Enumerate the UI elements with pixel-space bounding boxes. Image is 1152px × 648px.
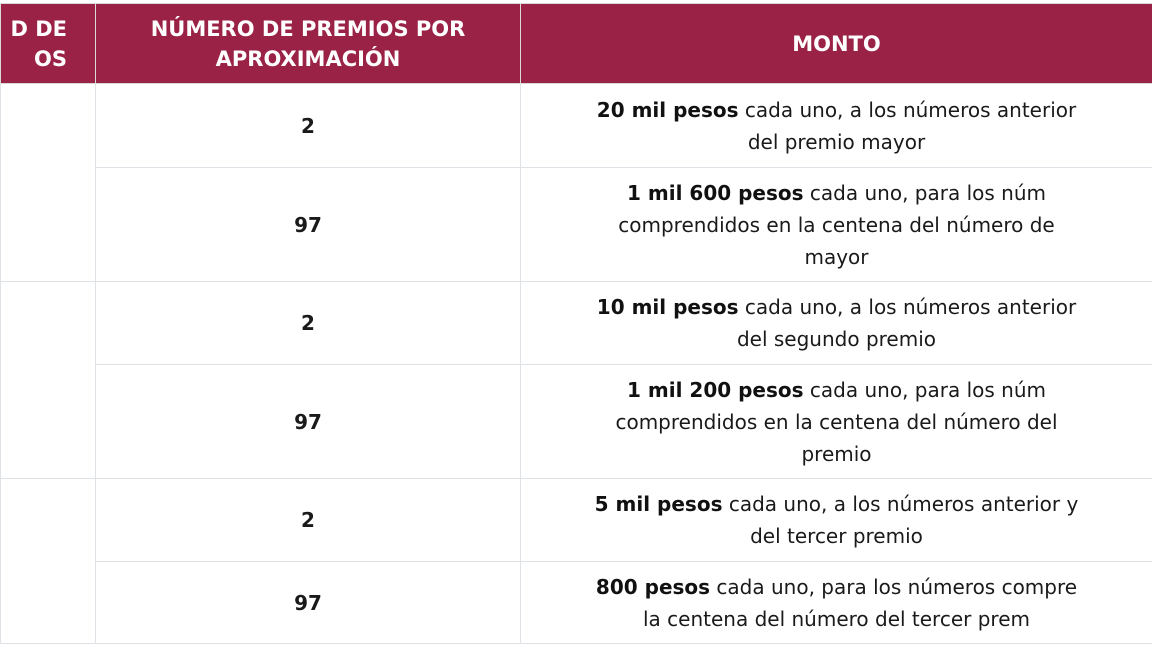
category-cell — [0, 478, 96, 644]
amount-text: comprendidos en la centena del número de… — [615, 409, 1058, 434]
amount-text: cada uno, a los números anterior — [738, 97, 1077, 122]
prize-table-container: D DE OS NÚMERO DE PREMIOS POR APROXIMACIÓN… — [0, 3, 1152, 644]
amount-text: del tercer premio — [750, 524, 923, 548]
count-cell: 2 — [95, 478, 521, 562]
count-cell: 97 — [95, 364, 521, 479]
table-row: 2 5 mil pesos cada uno, a los números an… — [0, 478, 1152, 644]
amount-text: la centena del número del tercer prem — [642, 606, 1030, 631]
amount-cell: 10 mil pesos cada uno, a los números ant… — [520, 281, 1152, 365]
header-cantidad: D DE OS — [0, 3, 96, 84]
amount-text: cada uno, para los números compre — [710, 574, 1078, 599]
table-row: 2 20 mil pesos cada uno, a los números a… — [0, 83, 1152, 282]
amount-bold: 1 mil 600 pesos — [627, 180, 804, 205]
amount-text: cada uno, a los números anterior y — [722, 492, 1079, 516]
amount-text: mayor — [804, 244, 869, 269]
table-row: 97 1 mil 200 pesos cada uno, para los nú… — [1, 364, 1152, 479]
amount-bold: 5 mil pesos — [594, 492, 723, 516]
header-numero-premios: NÚMERO DE PREMIOS POR APROXIMACIÓN — [95, 3, 521, 84]
header-line: APROXIMACIÓN — [215, 46, 401, 71]
table-row: 97 800 pesos cada uno, para los números … — [1, 561, 1152, 644]
amount-bold: 20 mil pesos — [596, 97, 739, 122]
amount-bold: 800 pesos — [595, 574, 711, 599]
amount-text: comprendidos en la centena del número de — [618, 212, 1055, 237]
amount-cell: 800 pesos cada uno, para los números com… — [520, 561, 1152, 644]
table-row: 97 1 mil 600 pesos cada uno, para los nú… — [1, 167, 1152, 282]
count-cell: 2 — [95, 83, 521, 168]
header-line: OS — [34, 46, 67, 71]
category-cell — [0, 83, 96, 282]
amount-text: del segundo premio — [736, 327, 937, 351]
amount-text: cada uno, para los núm — [803, 377, 1046, 402]
amount-text: premio — [801, 441, 872, 466]
amount-cell: 1 mil 200 pesos cada uno, para los núm co… — [520, 364, 1152, 479]
header-line: D DE — [10, 16, 67, 41]
amount-bold: 10 mil pesos — [596, 295, 739, 319]
amount-bold: 1 mil 200 pesos — [627, 377, 804, 402]
table-header-row: D DE OS NÚMERO DE PREMIOS POR APROXIMACIÓN… — [0, 3, 1152, 84]
amount-text: del premio mayor — [747, 129, 926, 154]
category-cell — [0, 281, 96, 479]
header-monto: MONTO — [520, 3, 1152, 84]
count-cell: 97 — [95, 167, 521, 282]
amount-cell: 20 mil pesos cada uno, a los números ant… — [520, 83, 1152, 168]
count-cell: 97 — [95, 561, 521, 644]
amount-text: cada uno, a los números anterior — [738, 295, 1077, 319]
count-cell: 2 — [95, 281, 521, 365]
amount-cell: 1 mil 600 pesos cada uno, para los núm co… — [520, 167, 1152, 282]
amount-cell: 5 mil pesos cada uno, a los números ante… — [520, 478, 1152, 562]
prize-table: D DE OS NÚMERO DE PREMIOS POR APROXIMACIÓN… — [0, 3, 1152, 644]
header-line: NÚMERO DE PREMIOS POR — [150, 16, 466, 41]
amount-text: cada uno, para los núm — [803, 180, 1046, 205]
table-row: 2 10 mil pesos cada uno, a los números a… — [0, 281, 1152, 479]
